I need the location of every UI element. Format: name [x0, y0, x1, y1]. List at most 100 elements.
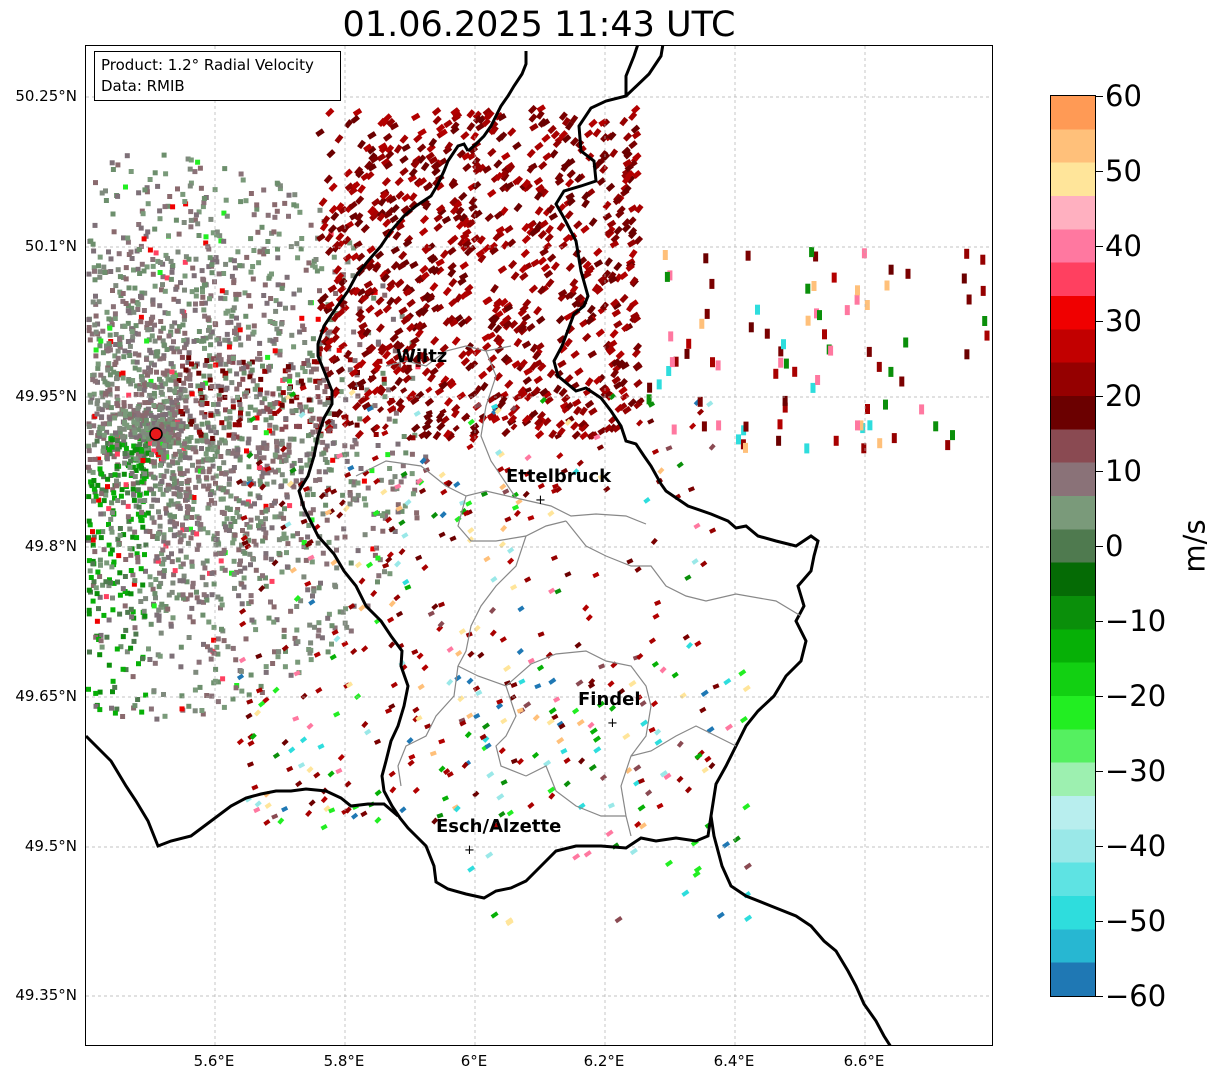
radar-bin	[393, 144, 403, 154]
radar-bin	[506, 809, 514, 817]
radar-bin	[298, 465, 304, 471]
radar-bin	[146, 327, 152, 332]
radar-bin	[776, 435, 782, 446]
radar-bin	[664, 859, 674, 868]
radar-bin	[336, 511, 344, 519]
radar-bin	[577, 802, 586, 810]
radar-bin	[122, 460, 128, 466]
radar-bin	[253, 567, 259, 573]
radar-bin	[275, 246, 280, 252]
radar-bin	[199, 398, 205, 404]
radar-bin	[320, 511, 326, 517]
radar-bin	[310, 507, 316, 513]
radar-bin	[184, 579, 190, 585]
radar-bin	[114, 451, 120, 457]
radar-bin	[167, 395, 173, 401]
radar-bin	[435, 416, 444, 424]
radar-bin	[693, 865, 702, 873]
radar-bin	[343, 168, 353, 178]
radar-bin	[272, 649, 277, 655]
radar-bin	[410, 435, 416, 441]
radar-bin	[359, 385, 364, 391]
radar-bin	[157, 335, 162, 341]
radar-bin	[223, 290, 229, 296]
place-marker-icon: +	[464, 843, 475, 858]
radar-bin	[471, 161, 482, 171]
radar-bin	[492, 391, 502, 401]
radar-bin	[131, 309, 137, 315]
radar-bin	[325, 337, 335, 347]
radar-bin	[115, 348, 121, 354]
radar-bin	[225, 337, 231, 343]
radar-bin	[141, 608, 147, 614]
radar-bin	[504, 181, 515, 190]
radar-bin	[524, 392, 534, 402]
radar-bin	[386, 279, 397, 289]
radar-bin	[158, 630, 164, 636]
radar-bin	[193, 669, 199, 675]
radar-bin	[361, 645, 369, 653]
radar-bin	[199, 421, 205, 427]
radar-bin	[472, 110, 482, 120]
radar-bin	[411, 159, 421, 169]
radar-bin	[337, 609, 343, 615]
radar-bin	[177, 466, 183, 472]
radar-bin	[304, 580, 312, 587]
radar-bin	[347, 492, 353, 498]
radar-bin	[112, 362, 118, 367]
radar-bin	[348, 479, 354, 485]
radar-bin	[426, 143, 436, 153]
radar-bin	[171, 411, 177, 417]
radar-bin	[95, 365, 101, 371]
radar-bin	[87, 468, 93, 474]
radar-bin	[271, 813, 279, 820]
radar-bin	[234, 371, 240, 377]
radar-bin	[151, 688, 157, 694]
radar-bin	[166, 333, 172, 339]
radar-bin	[402, 345, 412, 355]
radar-bin	[263, 555, 269, 561]
radar-bin	[350, 273, 356, 279]
radar-bin	[117, 425, 123, 431]
radar-bin	[671, 671, 679, 679]
radar-bin	[186, 489, 192, 495]
radar-bin	[109, 510, 115, 516]
radar-bin	[136, 367, 142, 373]
radar-bin	[210, 230, 216, 236]
radar-bin	[214, 644, 220, 650]
radar-bin	[347, 357, 353, 363]
radar-bin	[144, 431, 150, 437]
radar-bin	[438, 471, 446, 479]
radar-bin	[326, 611, 332, 617]
radar-bin	[96, 456, 102, 462]
radar-bin	[178, 386, 184, 392]
radar-bin	[628, 140, 638, 150]
radar-bin	[417, 128, 427, 137]
radar-bin	[445, 480, 453, 488]
radar-bin	[322, 457, 328, 462]
radar-bin	[581, 198, 590, 209]
radar-bin	[417, 154, 427, 164]
radar-bin	[266, 364, 272, 370]
radar-bin	[131, 491, 137, 497]
radar-bin	[490, 415, 501, 424]
radar-bin	[594, 158, 604, 169]
radar-bin	[385, 452, 391, 458]
radar-bin	[301, 574, 307, 580]
radar-bin	[338, 341, 348, 351]
radar-bin	[270, 404, 276, 410]
radar-bin	[244, 364, 250, 370]
radar-bin	[168, 377, 174, 383]
radar-bin	[280, 536, 286, 542]
radar-bin	[456, 391, 467, 401]
radar-bin	[92, 222, 98, 228]
radar-bin	[176, 592, 182, 598]
radar-bin	[588, 763, 597, 772]
radar-bin	[317, 207, 323, 213]
radar-bin	[182, 287, 187, 293]
radar-bin	[221, 638, 227, 644]
radar-bin	[453, 805, 461, 813]
radar-bin	[980, 254, 986, 265]
radar-bin	[91, 265, 97, 271]
radar-bin	[135, 487, 141, 493]
